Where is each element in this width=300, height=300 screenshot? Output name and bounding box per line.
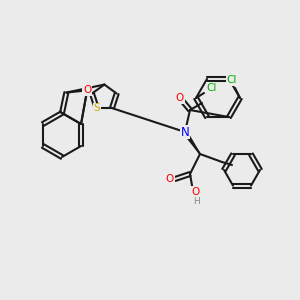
Text: H: H: [193, 196, 200, 206]
Text: O: O: [83, 85, 91, 95]
Text: Cl: Cl: [227, 75, 237, 85]
Text: O: O: [192, 187, 200, 197]
Polygon shape: [184, 130, 200, 154]
Text: Cl: Cl: [207, 83, 217, 93]
Text: N: N: [181, 125, 189, 139]
Text: S: S: [93, 103, 100, 113]
Text: O: O: [176, 93, 184, 103]
Text: O: O: [166, 174, 174, 184]
